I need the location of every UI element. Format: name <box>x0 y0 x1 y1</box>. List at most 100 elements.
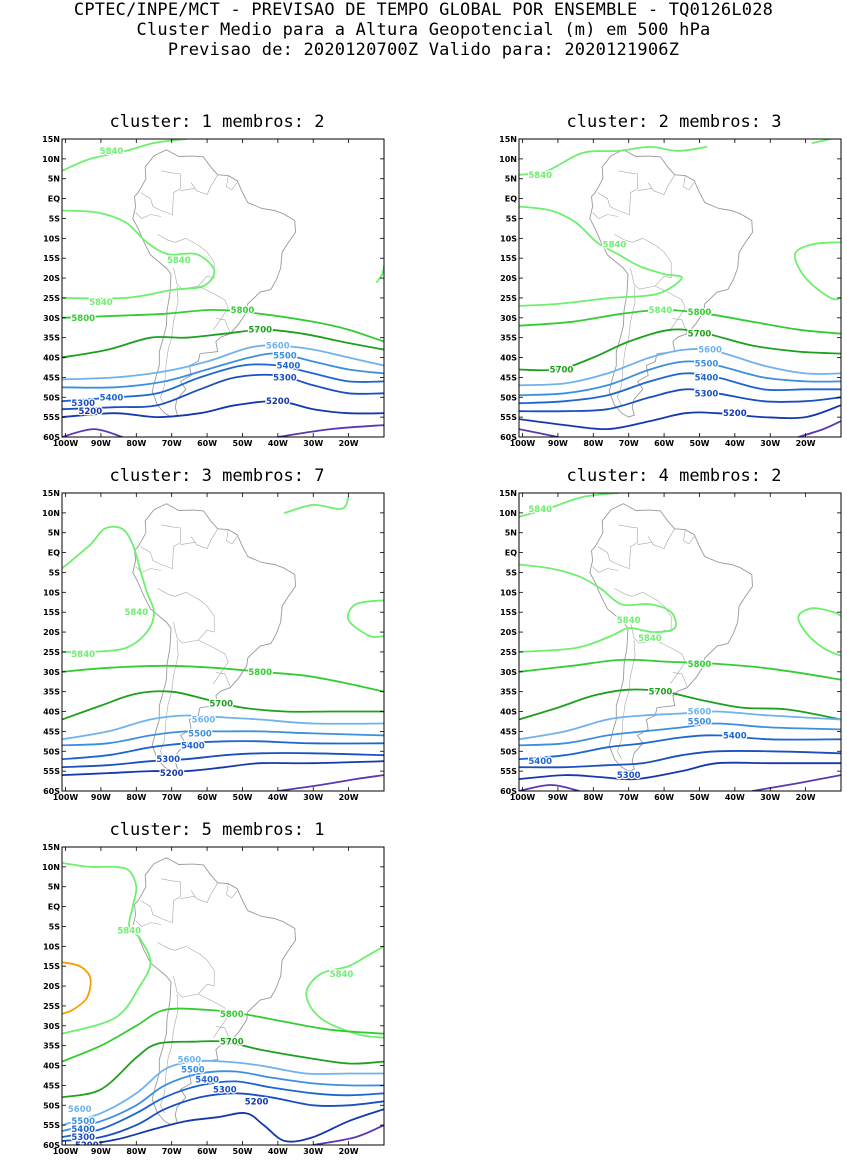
contour-5600 <box>62 344 384 381</box>
contour-5700 <box>519 328 841 372</box>
country-border <box>180 896 195 899</box>
lon-tick-label: 90W <box>548 793 568 802</box>
country-border <box>630 268 672 290</box>
lat-tick-label: 10N <box>42 509 60 518</box>
lat-tick-label: 10N <box>42 155 60 164</box>
country-border <box>157 234 176 243</box>
contour-label-5300: 5300 <box>213 1085 237 1095</box>
header-line-1: CPTEC/INPE/MCT - PREVISAO DE TEMPO GLOBA… <box>73 0 774 20</box>
cluster-map-2: 5840 5840 5840 5800 5700 5700 5600 5500 5400 5300… <box>499 135 842 448</box>
contour-5200 <box>62 760 384 776</box>
lat-tick-label: 40S <box>43 1062 60 1071</box>
lat-tick-label: 30S <box>500 668 517 677</box>
contour-label-5600: 5600 <box>192 716 216 726</box>
country-border <box>637 542 652 545</box>
country-border <box>198 639 229 684</box>
contour-5300 <box>519 388 841 413</box>
contour-5100 <box>797 420 841 437</box>
contour-5700 <box>62 1040 384 1099</box>
country-border <box>161 170 181 216</box>
contour-5100 <box>276 774 384 791</box>
lat-tick-label: 5S <box>49 215 61 224</box>
lat-tick-label: 5N <box>48 883 60 892</box>
contour-5100 <box>312 1124 384 1145</box>
contour-5840 <box>62 139 187 172</box>
lat-tick-label: 50S <box>43 393 60 402</box>
lon-tick-label: 80W <box>126 1147 146 1156</box>
contour-label-5400: 5400 <box>181 741 205 751</box>
lon-tick-label: 60W <box>197 1147 217 1156</box>
lat-tick-label: 35S <box>500 334 517 343</box>
country-border <box>160 993 179 1114</box>
lat-tick-label: 40S <box>43 354 60 363</box>
contour-label-5840: 5840 <box>167 256 191 266</box>
country-border <box>632 591 672 633</box>
lat-tick-label: 30S <box>43 1022 60 1031</box>
contour-5800 <box>62 1007 384 1063</box>
country-border <box>140 546 172 569</box>
lat-tick-label: 55S <box>43 1121 60 1130</box>
lon-tick-label: 40W <box>268 439 288 448</box>
country-border <box>226 883 238 899</box>
contour-5100 <box>276 424 384 437</box>
lat-tick-label: EQ <box>48 195 60 204</box>
lat-tick-label: 15S <box>43 608 60 617</box>
country-border <box>592 212 619 219</box>
contour-label-5600: 5600 <box>698 346 722 356</box>
lat-tick-label: 25S <box>43 1002 60 1011</box>
contour-label-5800: 5800 <box>231 306 255 316</box>
contour-5600 <box>519 710 841 741</box>
lat-tick-label: 25S <box>43 294 60 303</box>
country-border <box>614 234 633 243</box>
country-border <box>180 542 195 545</box>
lon-tick-label: 100W <box>510 793 536 802</box>
country-border <box>175 945 215 987</box>
contour-5840 <box>62 862 152 1035</box>
contour-label-5800: 5800 <box>688 308 712 318</box>
country-border <box>647 528 675 549</box>
lon-tick-label: 50W <box>233 793 253 802</box>
lat-tick-label: 40S <box>500 708 517 717</box>
contour-label-5200: 5200 <box>160 769 184 779</box>
lat-tick-label: 45S <box>43 373 60 382</box>
country-border <box>190 174 218 195</box>
header-line-3: Previsao de: 2020120700Z Valido para: 20… <box>167 40 680 60</box>
contour-label-5700: 5700 <box>550 366 574 376</box>
contour-5700 <box>519 688 841 721</box>
cluster-map-5: 5840584058005700560055005400530052005600… <box>42 843 385 1156</box>
contour-label-5400: 5400 <box>71 1125 95 1135</box>
header-line-2: Cluster Medio para a Altura Geopotencial… <box>136 20 711 40</box>
contour-label-5500: 5500 <box>71 1117 95 1127</box>
country-border <box>215 1026 231 1041</box>
map-content: 5840584058405800580057005600550054005300… <box>62 139 384 437</box>
lat-tick-label: 60S <box>43 1141 60 1150</box>
lat-tick-label: 15N <box>499 135 517 144</box>
contour-label-5300: 5300 <box>695 389 719 399</box>
country-border <box>597 192 629 215</box>
contour-5800 <box>519 309 841 335</box>
lon-tick-label: 20W <box>339 439 359 448</box>
lat-tick-label: 60S <box>43 787 60 796</box>
contour-5600 <box>62 714 384 741</box>
panel-title: cluster: 2 membros: 3 <box>566 112 782 132</box>
contour-label-5840: 5840 <box>71 650 95 660</box>
lat-tick-label: 15N <box>42 489 60 498</box>
country-border <box>672 672 688 687</box>
country-border <box>135 566 162 573</box>
contour-label-5400: 5400 <box>695 373 719 383</box>
contour-5700 <box>62 328 384 359</box>
lon-tick-label: 70W <box>619 439 639 448</box>
country-border <box>160 285 179 406</box>
contour-5840 <box>793 241 841 301</box>
lon-tick-label: 90W <box>91 439 111 448</box>
contour-5400 <box>62 363 384 403</box>
panel-title: cluster: 1 membros: 2 <box>109 112 325 132</box>
lon-tick-label: 70W <box>162 793 182 802</box>
country-border <box>618 170 638 216</box>
country-border <box>198 285 229 330</box>
country-border <box>597 546 629 569</box>
country-border <box>637 188 652 191</box>
contour-label-5840: 5840 <box>124 608 148 618</box>
lat-tick-label: 10N <box>499 155 517 164</box>
contour-label-5700: 5700 <box>248 326 272 336</box>
